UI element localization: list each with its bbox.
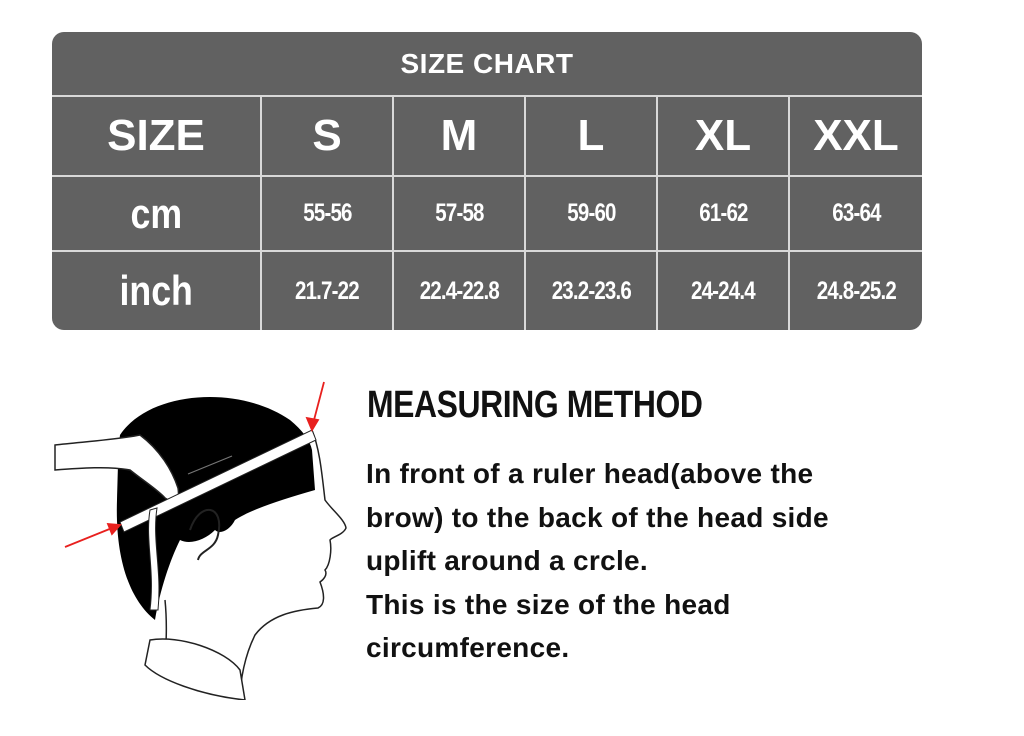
row-label-inch: inch bbox=[52, 252, 260, 330]
instruction-line: circumference. bbox=[366, 632, 570, 663]
cm-xxl: 63-64 bbox=[790, 177, 922, 250]
row-label-cm: cm bbox=[52, 177, 260, 250]
header-xxl: XXL bbox=[790, 97, 922, 175]
measuring-instructions: In front of a ruler head(above the brow)… bbox=[366, 452, 966, 670]
cm-l: 59-60 bbox=[526, 177, 656, 250]
instruction-line: uplift around a crcle. bbox=[366, 545, 648, 576]
size-chart-title: SIZE CHART bbox=[52, 32, 922, 95]
inch-xxl: 24.8-25.2 bbox=[790, 252, 922, 330]
inch-xl: 24-24.4 bbox=[658, 252, 788, 330]
head-measuring-tape-illustration-icon bbox=[54, 381, 347, 700]
header-xl: XL bbox=[658, 97, 788, 175]
measuring-tape bbox=[119, 429, 317, 611]
inch-m: 22.4-22.8 bbox=[394, 252, 524, 330]
header-l: L bbox=[526, 97, 656, 175]
measuring-method-heading: MEASURING METHOD bbox=[367, 384, 703, 426]
cm-m: 57-58 bbox=[394, 177, 524, 250]
instruction-line: This is the size of the head bbox=[366, 588, 731, 620]
header-m: M bbox=[394, 97, 524, 175]
cm-s: 55-56 bbox=[262, 177, 392, 250]
header-s: S bbox=[262, 97, 392, 175]
instruction-line: In front of a ruler head(above the bbox=[366, 458, 814, 489]
inch-s: 21.7-22 bbox=[262, 252, 392, 330]
cm-xl: 61-62 bbox=[658, 177, 788, 250]
inch-l: 23.2-23.6 bbox=[526, 252, 656, 330]
instruction-line: brow) to the back of the head side bbox=[366, 501, 829, 533]
header-size: SIZE bbox=[52, 97, 260, 175]
size-chart-table: SIZE CHART SIZE S M L XL XXL cm 55-56 57… bbox=[52, 32, 922, 330]
